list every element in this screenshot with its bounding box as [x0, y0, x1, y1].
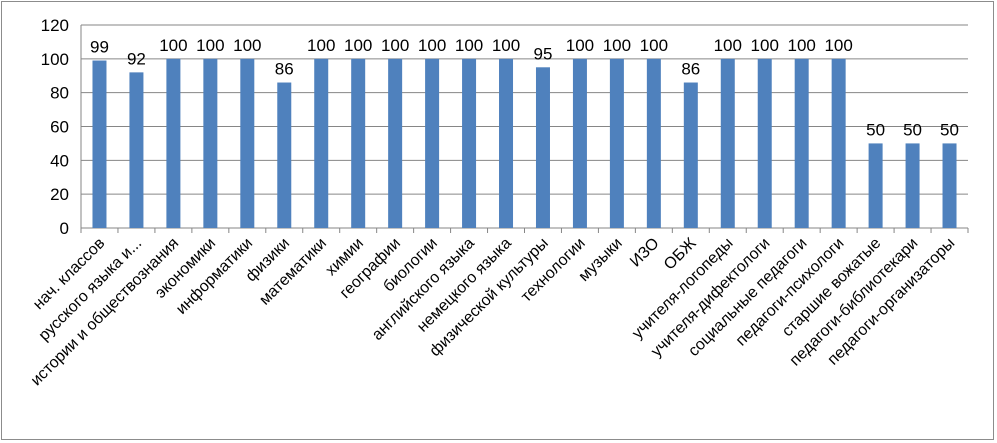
bar — [499, 58, 514, 229]
data-label: 100 — [418, 36, 446, 55]
bar — [683, 82, 698, 229]
data-label: 100 — [751, 36, 779, 55]
bar — [942, 143, 957, 228]
category-label: ИЗО — [627, 235, 663, 271]
bar — [868, 143, 883, 228]
y-tick-label: 80 — [50, 84, 69, 103]
bar — [351, 58, 366, 229]
data-label: 100 — [640, 36, 668, 55]
data-label: 86 — [275, 60, 294, 79]
bar — [277, 82, 292, 229]
bar — [646, 58, 661, 229]
y-tick-label: 40 — [50, 151, 69, 170]
bar — [388, 58, 403, 229]
bar — [92, 60, 107, 229]
bar — [166, 58, 181, 229]
data-label: 100 — [492, 36, 520, 55]
data-label: 100 — [233, 36, 261, 55]
bar — [905, 143, 920, 228]
bar — [314, 58, 329, 229]
bar — [572, 58, 587, 229]
category-label: истории и обществознания — [28, 235, 182, 389]
y-tick-label: 100 — [41, 50, 69, 69]
bar — [794, 58, 809, 229]
data-label: 95 — [534, 44, 553, 63]
data-label: 100 — [196, 36, 224, 55]
y-tick-label: 20 — [50, 185, 69, 204]
data-label: 86 — [681, 60, 700, 79]
data-label: 50 — [940, 120, 959, 139]
bar — [462, 58, 477, 229]
bar — [609, 58, 624, 229]
y-tick-label: 60 — [50, 118, 69, 137]
y-tick-label: 0 — [60, 219, 69, 238]
bar — [240, 58, 255, 229]
bar — [720, 58, 735, 229]
bar — [831, 58, 846, 229]
data-label: 100 — [714, 36, 742, 55]
data-label: 100 — [381, 36, 409, 55]
y-tick-label: 120 — [41, 16, 69, 35]
data-label: 100 — [603, 36, 631, 55]
data-label: 50 — [903, 120, 922, 139]
data-label: 100 — [159, 36, 187, 55]
data-label: 100 — [566, 36, 594, 55]
data-label: 100 — [788, 36, 816, 55]
bar — [535, 67, 550, 229]
data-label: 99 — [90, 38, 109, 57]
data-label: 100 — [307, 36, 335, 55]
data-label: 92 — [127, 49, 146, 68]
bar — [203, 58, 218, 229]
data-label: 100 — [824, 36, 852, 55]
bar — [757, 58, 772, 229]
data-label: 100 — [455, 36, 483, 55]
bar — [129, 72, 144, 228]
data-label: 50 — [866, 120, 885, 139]
data-label: 100 — [344, 36, 372, 55]
bar — [425, 58, 440, 229]
